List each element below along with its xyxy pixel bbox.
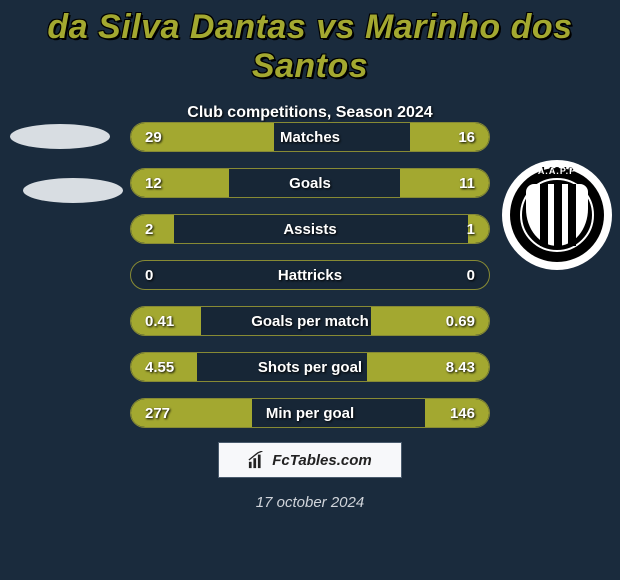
stat-row: 2916Matches — [130, 122, 490, 152]
footer-brand-label: FcTables.com — [272, 452, 371, 469]
stat-row: 277146Min per goal — [130, 398, 490, 428]
player-1-crest — [5, 110, 115, 220]
stat-label: Min per goal — [131, 399, 489, 427]
crest-ellipse-icon — [10, 124, 110, 149]
stat-row: 1211Goals — [130, 168, 490, 198]
stat-label: Shots per goal — [131, 353, 489, 381]
bars-chart-icon — [248, 451, 266, 469]
stat-row: 4.558.43Shots per goal — [130, 352, 490, 382]
stat-label: Hattricks — [131, 261, 489, 289]
footer-brand[interactable]: FcTables.com — [218, 442, 402, 478]
stat-label: Assists — [131, 215, 489, 243]
stat-label: Matches — [131, 123, 489, 151]
player-2-crest: 1.08.19 — [502, 160, 612, 270]
stat-row: 21Assists — [130, 214, 490, 244]
stat-row: 00Hattricks — [130, 260, 490, 290]
page-title: da Silva Dantas vs Marinho dos Santos — [0, 0, 620, 86]
stat-label: Goals — [131, 169, 489, 197]
crest-ellipse-icon — [23, 178, 123, 203]
stat-label: Goals per match — [131, 307, 489, 335]
badge-stripe-icon — [540, 184, 548, 246]
badge-stripe-icon — [554, 184, 562, 246]
stat-row: 0.410.69Goals per match — [130, 306, 490, 336]
badge-stripe-icon — [568, 184, 576, 246]
date-label: 17 october 2024 — [0, 494, 620, 511]
stats-container: 2916Matches 1211Goals 21Assists 00Hattricks… — [130, 122, 490, 444]
